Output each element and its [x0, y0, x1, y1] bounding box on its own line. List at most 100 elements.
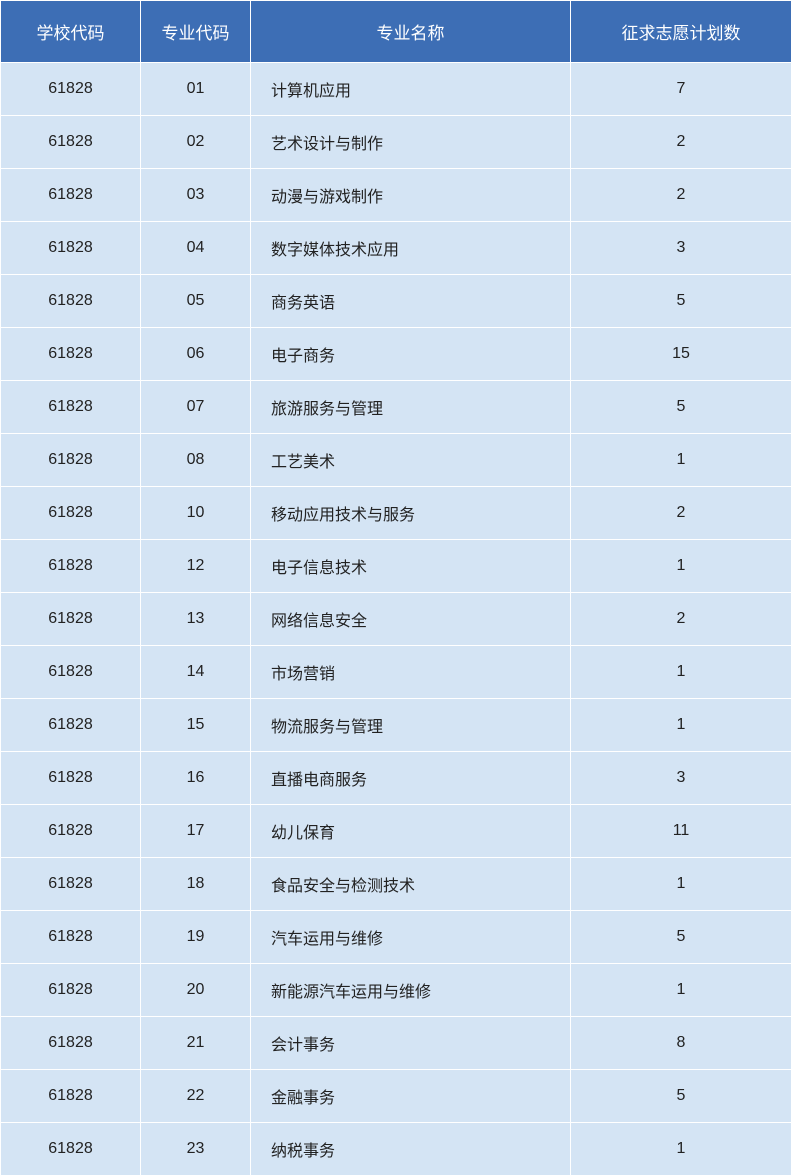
cell-major-name: 汽车运用与维修	[251, 911, 571, 964]
table-row: 6182807旅游服务与管理5	[1, 381, 791, 434]
table-row: 6182818食品安全与检测技术1	[1, 858, 791, 911]
cell-major-name: 物流服务与管理	[251, 699, 571, 752]
cell-school-code: 61828	[1, 1070, 141, 1123]
table-header: 学校代码 专业代码 专业名称 征求志愿计划数	[1, 1, 791, 63]
cell-major-code: 10	[141, 487, 251, 540]
cell-school-code: 61828	[1, 1017, 141, 1070]
cell-school-code: 61828	[1, 964, 141, 1017]
table-row: 6182808工艺美术1	[1, 434, 791, 487]
table-row: 6182822金融事务5	[1, 1070, 791, 1123]
table-row: 6182820新能源汽车运用与维修1	[1, 964, 791, 1017]
cell-major-name: 食品安全与检测技术	[251, 858, 571, 911]
cell-major-name: 网络信息安全	[251, 593, 571, 646]
cell-school-code: 61828	[1, 381, 141, 434]
cell-major-code: 13	[141, 593, 251, 646]
cell-major-name: 动漫与游戏制作	[251, 169, 571, 222]
table-row: 6182804数字媒体技术应用3	[1, 222, 791, 275]
cell-major-code: 06	[141, 328, 251, 381]
cell-plan-count: 15	[571, 328, 791, 381]
table-row: 6182812电子信息技术1	[1, 540, 791, 593]
cell-school-code: 61828	[1, 593, 141, 646]
cell-major-name: 数字媒体技术应用	[251, 222, 571, 275]
data-table: 学校代码 专业代码 专业名称 征求志愿计划数 6182801计算机应用76182…	[0, 0, 791, 1176]
table-row: 6182816直播电商服务3	[1, 752, 791, 805]
cell-plan-count: 1	[571, 434, 791, 487]
cell-school-code: 61828	[1, 169, 141, 222]
cell-school-code: 61828	[1, 487, 141, 540]
cell-plan-count: 5	[571, 911, 791, 964]
header-major-name: 专业名称	[251, 1, 571, 63]
table-row: 6182806电子商务15	[1, 328, 791, 381]
table-row: 6182817幼儿保育11	[1, 805, 791, 858]
table-row: 6182810移动应用技术与服务2	[1, 487, 791, 540]
header-school-code: 学校代码	[1, 1, 141, 63]
header-plan-count: 征求志愿计划数	[571, 1, 791, 63]
cell-plan-count: 2	[571, 593, 791, 646]
cell-school-code: 61828	[1, 911, 141, 964]
cell-major-code: 15	[141, 699, 251, 752]
cell-major-name: 新能源汽车运用与维修	[251, 964, 571, 1017]
cell-plan-count: 2	[571, 116, 791, 169]
cell-major-code: 08	[141, 434, 251, 487]
cell-major-name: 商务英语	[251, 275, 571, 328]
cell-major-name: 工艺美术	[251, 434, 571, 487]
cell-school-code: 61828	[1, 646, 141, 699]
table-row: 6182814市场营销1	[1, 646, 791, 699]
cell-school-code: 61828	[1, 63, 141, 116]
cell-plan-count: 5	[571, 381, 791, 434]
cell-major-name: 幼儿保育	[251, 805, 571, 858]
header-row: 学校代码 专业代码 专业名称 征求志愿计划数	[1, 1, 791, 63]
cell-plan-count: 8	[571, 1017, 791, 1070]
cell-major-code: 02	[141, 116, 251, 169]
cell-school-code: 61828	[1, 1123, 141, 1176]
header-major-code: 专业代码	[141, 1, 251, 63]
admission-plan-table: 学校代码 专业代码 专业名称 征求志愿计划数 6182801计算机应用76182…	[0, 0, 791, 1176]
cell-plan-count: 1	[571, 1123, 791, 1176]
cell-major-name: 计算机应用	[251, 63, 571, 116]
table-row: 6182821会计事务8	[1, 1017, 791, 1070]
table-row: 6182803动漫与游戏制作2	[1, 169, 791, 222]
cell-major-name: 电子商务	[251, 328, 571, 381]
cell-plan-count: 5	[571, 1070, 791, 1123]
cell-plan-count: 2	[571, 169, 791, 222]
cell-school-code: 61828	[1, 805, 141, 858]
cell-plan-count: 11	[571, 805, 791, 858]
cell-school-code: 61828	[1, 540, 141, 593]
cell-major-name: 移动应用技术与服务	[251, 487, 571, 540]
cell-plan-count: 3	[571, 752, 791, 805]
cell-major-code: 03	[141, 169, 251, 222]
cell-plan-count: 2	[571, 487, 791, 540]
cell-major-code: 23	[141, 1123, 251, 1176]
table-row: 6182805商务英语5	[1, 275, 791, 328]
cell-school-code: 61828	[1, 858, 141, 911]
cell-plan-count: 7	[571, 63, 791, 116]
cell-major-code: 14	[141, 646, 251, 699]
cell-plan-count: 1	[571, 699, 791, 752]
cell-plan-count: 5	[571, 275, 791, 328]
cell-major-name: 金融事务	[251, 1070, 571, 1123]
cell-school-code: 61828	[1, 116, 141, 169]
cell-major-code: 07	[141, 381, 251, 434]
cell-school-code: 61828	[1, 328, 141, 381]
cell-major-code: 18	[141, 858, 251, 911]
cell-major-name: 旅游服务与管理	[251, 381, 571, 434]
cell-plan-count: 1	[571, 646, 791, 699]
cell-major-code: 17	[141, 805, 251, 858]
cell-school-code: 61828	[1, 222, 141, 275]
table-row: 6182823纳税事务1	[1, 1123, 791, 1176]
cell-major-code: 21	[141, 1017, 251, 1070]
cell-plan-count: 1	[571, 540, 791, 593]
cell-school-code: 61828	[1, 699, 141, 752]
cell-major-code: 19	[141, 911, 251, 964]
cell-major-name: 电子信息技术	[251, 540, 571, 593]
cell-plan-count: 1	[571, 964, 791, 1017]
cell-plan-count: 1	[571, 858, 791, 911]
cell-school-code: 61828	[1, 275, 141, 328]
cell-major-name: 会计事务	[251, 1017, 571, 1070]
cell-major-code: 22	[141, 1070, 251, 1123]
table-row: 6182815物流服务与管理1	[1, 699, 791, 752]
cell-major-code: 04	[141, 222, 251, 275]
table-row: 6182802艺术设计与制作2	[1, 116, 791, 169]
cell-major-name: 直播电商服务	[251, 752, 571, 805]
cell-major-code: 01	[141, 63, 251, 116]
